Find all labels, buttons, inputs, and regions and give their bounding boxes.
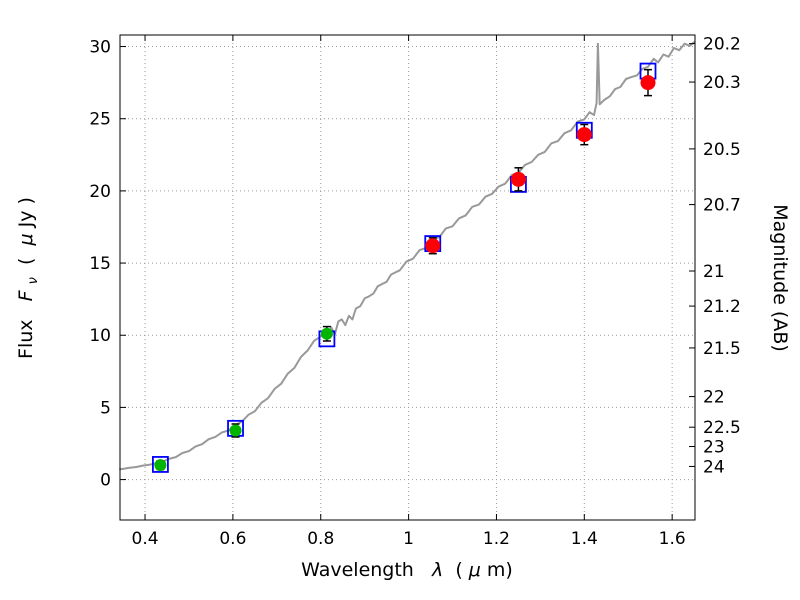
magnitude-tick-label: 20.7 xyxy=(703,196,741,216)
x-tick-label: 1 xyxy=(403,529,414,549)
flux-tick-label: 15 xyxy=(89,254,111,274)
magnitude-tick-label: 21.5 xyxy=(703,339,741,359)
y-axis-label-left: Flux F ν ( μ Jy ) xyxy=(15,197,42,359)
observed-photometry-marker xyxy=(640,75,656,91)
observed-photometry-marker xyxy=(229,424,242,437)
mu-symbol: μ xyxy=(468,559,481,581)
observed-photometry-marker xyxy=(425,238,441,254)
magnitude-tick-label: 22.5 xyxy=(703,418,741,438)
flux-tick-label: 30 xyxy=(89,38,111,58)
y-axis-label-text: Flux xyxy=(15,307,37,359)
observed-photometry-marker xyxy=(510,171,526,187)
y-axis-label-right: Magnitude (AB) xyxy=(769,204,791,352)
x-tick-label: 0.6 xyxy=(219,529,246,549)
axes-frame xyxy=(119,34,696,521)
x-tick-label: 0.8 xyxy=(307,529,334,549)
x-axis-label-text: Wavelength xyxy=(301,559,426,581)
flux-tick-label: 25 xyxy=(89,110,111,130)
flux-tick-label: 10 xyxy=(89,326,111,346)
x-tick-label: 1.6 xyxy=(659,529,686,549)
flux-tick-label: 0 xyxy=(100,471,111,491)
x-tick-label: 1.4 xyxy=(571,529,598,549)
flux-symbol: F xyxy=(15,289,37,301)
flux-tick-label: 5 xyxy=(100,398,111,418)
nu-subscript: ν xyxy=(26,277,41,284)
axes: 0.4 0.6 0.8 1 1.2 1.4 1.6 0 5 10 15 20 25 30 20.2 20.3 2… xyxy=(89,34,741,549)
plot-series xyxy=(119,41,696,473)
model-photometry-marker xyxy=(152,456,169,473)
magnitude-tick-label: 22 xyxy=(703,388,725,408)
x-tick-label: 1.2 xyxy=(483,529,510,549)
magnitude-tick-label: 21.2 xyxy=(703,297,741,317)
observed-photometry-marker xyxy=(154,459,167,472)
magnitude-tick-label: 21 xyxy=(703,262,725,282)
spectrum-line xyxy=(119,41,696,471)
magnitude-tick-label: 24 xyxy=(703,457,725,477)
mu-symbol: μ xyxy=(15,233,37,246)
magnitude-tick-label: 20.3 xyxy=(703,73,741,93)
magnitude-tick-label: 20.5 xyxy=(703,140,741,160)
lambda-symbol: λ xyxy=(431,559,443,581)
observed-photometry-marker xyxy=(576,127,592,143)
x-tick-label: 0.4 xyxy=(132,529,159,549)
grid xyxy=(120,35,695,520)
magnitude-tick-label: 23 xyxy=(703,438,725,458)
x-axis-label: Wavelength λ ( μ m) xyxy=(301,559,513,581)
magnitude-tick-label: 20.2 xyxy=(703,35,741,55)
observed-photometry-marker xyxy=(320,327,333,340)
flux-tick-label: 20 xyxy=(89,182,111,202)
